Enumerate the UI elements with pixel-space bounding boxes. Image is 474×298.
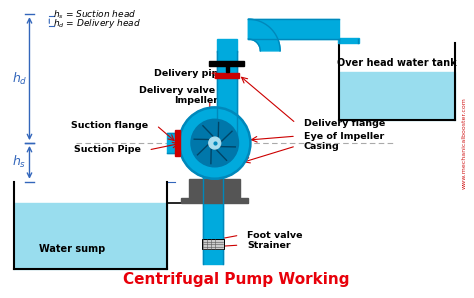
Text: Over head water tank: Over head water tank <box>337 58 457 68</box>
Bar <box>202 239 224 249</box>
Bar <box>217 51 237 143</box>
Bar <box>14 204 167 269</box>
Text: Casing: Casing <box>304 142 340 150</box>
Text: $h_s$: $h_s$ <box>12 154 27 170</box>
Text: Impeller: Impeller <box>173 96 218 105</box>
Bar <box>226 62 228 72</box>
Bar <box>217 39 237 52</box>
Circle shape <box>191 119 238 167</box>
Text: Suction flange: Suction flange <box>71 121 148 130</box>
Text: Strainer: Strainer <box>247 240 291 250</box>
Bar <box>181 198 248 204</box>
Text: $h_s$ = Suction head: $h_s$ = Suction head <box>53 8 137 21</box>
Bar <box>215 73 238 78</box>
Text: Delivery valve: Delivery valve <box>138 86 215 95</box>
Text: Suction Pipe: Suction Pipe <box>73 145 140 154</box>
Circle shape <box>209 137 221 149</box>
Bar <box>337 38 359 43</box>
Text: Foot valve: Foot valve <box>247 231 303 240</box>
Text: Water sump: Water sump <box>39 244 105 254</box>
Circle shape <box>179 107 250 179</box>
Bar <box>338 72 456 120</box>
Bar <box>203 143 223 264</box>
Text: www.mechanicalbooster.com: www.mechanicalbooster.com <box>461 97 466 189</box>
Bar <box>167 133 179 153</box>
Bar <box>175 130 180 156</box>
Text: $h_d$ = Delivery head: $h_d$ = Delivery head <box>53 17 141 30</box>
Bar <box>209 61 245 66</box>
Text: Eye of Impeller: Eye of Impeller <box>304 132 384 141</box>
Polygon shape <box>248 19 280 51</box>
Text: Centrifugal Pump Working: Centrifugal Pump Working <box>123 272 350 287</box>
Text: Delivery pipe: Delivery pipe <box>154 69 225 78</box>
Text: $h_d$: $h_d$ <box>12 71 27 87</box>
Bar <box>248 19 338 39</box>
Bar <box>189 179 240 198</box>
Text: Delivery flange: Delivery flange <box>304 119 385 128</box>
